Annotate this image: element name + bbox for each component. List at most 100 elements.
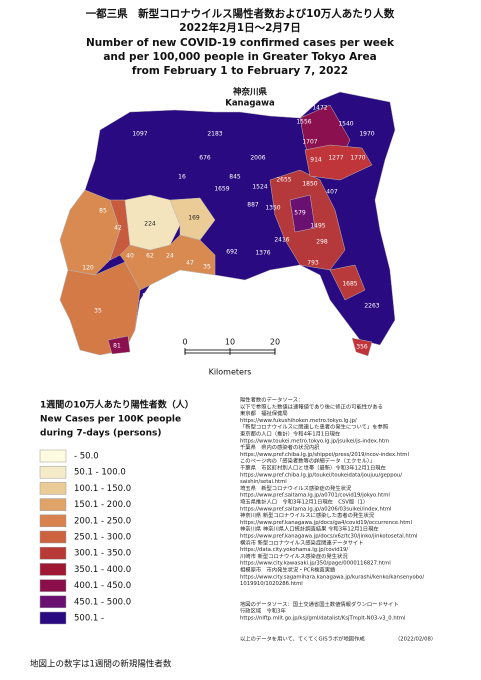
source-line: 千葉県 県内の感染者の状況内訳 xyxy=(240,443,320,451)
source-line: 行政区域 令和3年 xyxy=(240,607,286,615)
credit-date: （2022/02/08） xyxy=(395,635,436,642)
region-count: 42 xyxy=(114,225,122,232)
region-count: 47 xyxy=(186,260,194,267)
legend-swatch xyxy=(39,482,67,495)
region-count: 35 xyxy=(94,308,102,315)
source-line: 神奈川県 新型コロナウイルスに感染した患者の発生状況 xyxy=(240,511,375,519)
legend-swatch xyxy=(39,546,67,560)
legend: 1週間の10万人あたり陽性者数（人） New Cases per 100K pe… xyxy=(39,399,194,625)
region-count: 1707 xyxy=(302,139,317,146)
region-count: 793 xyxy=(307,260,319,267)
source-line: https://data.city.yokohama.lg.jp/covid19… xyxy=(240,547,348,553)
region-count: 62 xyxy=(146,253,154,260)
source-line: 1019910/1020286.html xyxy=(240,581,303,587)
legend-title: during 7-days (persons) xyxy=(40,429,161,439)
region-count: 24 xyxy=(166,253,174,260)
map-labels: 1472 1556 1540 1707 1970 1097 2183 676 2… xyxy=(82,105,380,351)
region-count: 16 xyxy=(178,174,186,181)
region-count: 224 xyxy=(144,221,156,228)
region-count: 1350 xyxy=(265,205,280,212)
source-line: 地図のデータソース：国土交通省国土数値情報ダウンロードサイト xyxy=(240,600,399,608)
region xyxy=(119,234,216,291)
region-count: 85 xyxy=(99,208,107,215)
source-line: 「新型コロナウイルスに関連した患者の発生について」を参照 xyxy=(240,423,389,431)
legend-label: 250.1 - 300.0 xyxy=(74,533,131,543)
source-line: 埼玉県推計人口 令和3年12月1日現在 CSV版（1） xyxy=(240,498,368,506)
legend-label: 50.1 - 100.0 xyxy=(74,468,126,478)
title-block: 一都三県 新型コロナウイルス陽性者数および10万人あたり人数 2022年2月1日… xyxy=(86,7,395,77)
footnote: 地図上の数字は1週間の新規陽性者数 xyxy=(30,659,172,670)
legend-swatch xyxy=(39,563,67,576)
source-line: 以下で参照した数値は速報値であり後に修正の可能性がある xyxy=(240,402,383,410)
source-line: https://www.pref.saitama.lg.jp/a0701/cov… xyxy=(240,493,390,499)
region-count: 2006 xyxy=(250,155,265,162)
source-line: 埼玉県 新型コロナウイルス感染症の発生状況 xyxy=(240,484,352,492)
source-line: https://www.toukei.metro.tokyo.lg.jp/jsu… xyxy=(240,438,389,444)
region-count: 1097 xyxy=(132,131,147,138)
region-count: 1540 xyxy=(338,121,353,128)
region xyxy=(329,264,366,301)
legend-swatch xyxy=(39,595,67,609)
source-line: https://www.fukushihoken.metro.tokyo.lg.… xyxy=(240,418,357,424)
region-count: 40 xyxy=(126,253,134,260)
legend-swatch xyxy=(39,611,67,625)
source-line: 陽性者数のデータソース： xyxy=(240,396,303,404)
region-count: 1556 xyxy=(296,119,311,126)
region xyxy=(289,194,316,233)
source-line: https://nlftp.mlit.go.jp/ksj/gml/datalis… xyxy=(240,616,405,622)
region-count: 1970 xyxy=(359,131,374,138)
region-count: 169 xyxy=(188,215,200,222)
region-count: 407 xyxy=(326,189,338,196)
scale-tick-label: 10 xyxy=(225,338,235,347)
region xyxy=(107,335,131,355)
legend-label: 200.1 - 250.0 xyxy=(74,516,131,526)
region-count: 1277 xyxy=(328,155,343,162)
scale-tick-label: 0 xyxy=(182,338,187,347)
source-line: 相模原市 市内発生状況・PCR検査実績 xyxy=(240,566,336,574)
scale-tick-label: 20 xyxy=(270,338,280,347)
credit: 以上のデータを用いて、てくてくGISラボが地図作成 xyxy=(240,634,365,642)
legend-swatch xyxy=(39,498,67,511)
region-count: 2655 xyxy=(276,177,291,184)
region-count: 914 xyxy=(310,157,322,164)
region xyxy=(304,144,373,181)
scale-unit: Kilometers xyxy=(209,368,252,377)
region-count: 1472 xyxy=(312,105,327,112)
legend-swatch xyxy=(39,530,67,544)
source-line: https://www.pref.kanagawa.jp/docs/x6z/tc… xyxy=(240,534,417,540)
region-count: 81 xyxy=(113,343,121,350)
region-count: 887 xyxy=(247,202,259,209)
region-count: 1685 xyxy=(342,281,357,288)
scale-bar: 0 10 20 xyxy=(182,338,280,355)
region-count: 676 xyxy=(199,155,211,162)
region-count: 1770 xyxy=(350,155,365,162)
legend-label: 350.1 - 400.0 xyxy=(74,565,131,575)
legend-label: 300.1 - 350.0 xyxy=(74,549,131,559)
region-count: 845 xyxy=(229,174,241,181)
region-count: 298 xyxy=(316,239,328,246)
source-line: https://www.city.kawasaki.jp/350/page/00… xyxy=(240,561,391,567)
title-en-1: Number of new COVID-19 confirmed cases p… xyxy=(86,37,395,49)
legend-swatch xyxy=(39,449,67,463)
source-line: https://www.pref.chiba.lg.jp/shippei/pre… xyxy=(240,452,409,458)
legend-swatch xyxy=(39,579,67,592)
region-count: 692 xyxy=(226,249,238,256)
legend-label: 450.1 - 500.0 xyxy=(74,597,131,607)
region-count: 1850 xyxy=(302,181,317,188)
region-count: 1659 xyxy=(214,186,229,193)
region-count: 1376 xyxy=(255,250,270,257)
source-line: このページ内の「感染者数等の詳細データ（エクセル）」 xyxy=(240,457,375,465)
legend-label: 500.1 - xyxy=(74,614,104,624)
legend-swatch xyxy=(39,465,67,479)
source-line: 神奈川県 神奈川県人口統計調査結果 令和3年12月1日現在 xyxy=(240,525,379,533)
pref-name-ja: 神奈川県 xyxy=(233,87,268,98)
legend-swatch xyxy=(39,514,67,528)
region-count: 120 xyxy=(82,265,94,272)
source-line: saishin/setai.html xyxy=(240,479,287,485)
legend-title: 1週間の10万人あたり陽性者数（人） xyxy=(40,399,194,411)
source-line: 千葉県 市区町村別人口と世帯（最新）令和3年12月1日現在 xyxy=(240,464,386,472)
region xyxy=(351,337,373,357)
source-line: 川崎市 新型コロナウイルス感染症の発生状況 xyxy=(240,552,348,560)
region-count: 573 xyxy=(142,293,154,300)
source-line: https://www.pref.saitama.lg.jp/a0206/03s… xyxy=(240,506,392,512)
